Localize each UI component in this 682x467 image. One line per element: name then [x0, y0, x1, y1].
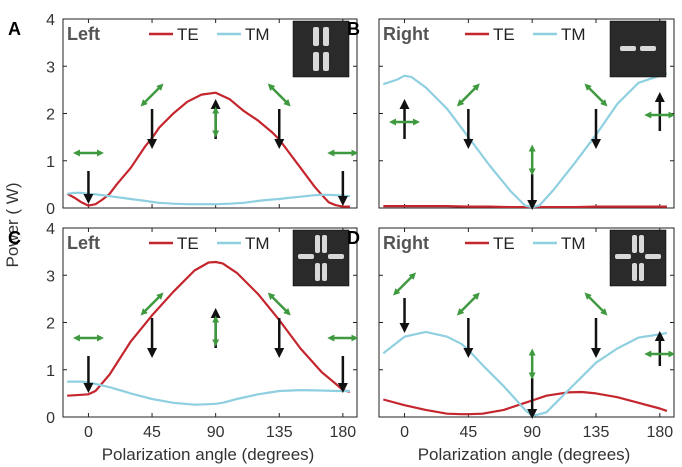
- nanobar: [323, 27, 329, 46]
- y-tick-label: 4: [46, 12, 55, 29]
- inset-background: [609, 20, 667, 78]
- y-tick-label: 1: [46, 154, 55, 171]
- nanobar: [328, 254, 344, 259]
- x-tick-label: 45: [143, 424, 161, 441]
- series-line-tm: [67, 380, 350, 406]
- x-tick-label: 135: [266, 424, 293, 441]
- legend-label-te: TE: [177, 234, 199, 253]
- nanobar: [298, 254, 314, 259]
- nanobar: [323, 52, 329, 71]
- x-axis-label-right: Polarization angle (degrees): [418, 445, 631, 464]
- inset-image: [292, 229, 350, 287]
- panel-side-label: Left: [67, 24, 100, 44]
- polarization-arrow-icon: [456, 83, 480, 107]
- x-tick-label: 180: [330, 424, 357, 441]
- series-line-te: [383, 390, 668, 416]
- nanobar: [315, 235, 320, 253]
- polarization-arrow-icon: [267, 292, 291, 316]
- panel-letter: C: [8, 228, 21, 248]
- series-line-tm: [382, 72, 668, 208]
- x-axis-label-left: Polarization angle (degrees): [102, 445, 315, 464]
- x-tick-label: 90: [207, 424, 225, 441]
- polarization-arrow-icon: [584, 83, 608, 107]
- y-axis-label: Power ( W): [3, 183, 22, 268]
- y-tick-label: 2: [46, 316, 55, 333]
- nanobar: [615, 254, 631, 259]
- polarization-arrow-icon: [584, 292, 608, 316]
- panel-a: 0 1 2 3 4 A Left TE TM: [8, 12, 359, 218]
- x-tick-label: 90: [523, 424, 541, 441]
- nanobar: [322, 235, 327, 253]
- x-tick-label: 0: [400, 424, 409, 441]
- x-tick-label: 0: [84, 424, 93, 441]
- x-tick-label: 45: [459, 424, 477, 441]
- nanobar: [313, 52, 319, 71]
- polarization-arrow-icon: [140, 292, 164, 316]
- panel-side-label: Right: [383, 233, 429, 253]
- series-line-te: [383, 205, 667, 208]
- nanobar: [639, 235, 644, 253]
- legend-label-te: TE: [493, 234, 515, 253]
- nanobar: [632, 263, 637, 281]
- x-tick-label: 135: [583, 424, 610, 441]
- nanobar: [640, 46, 656, 51]
- panel-side-label: Left: [67, 233, 100, 253]
- polarization-arrow-icon: [393, 272, 417, 296]
- legend-label-tm: TM: [245, 25, 270, 44]
- y-tick-label: 0: [46, 410, 55, 427]
- nanobar: [645, 254, 661, 259]
- y-tick-label: 0: [46, 201, 55, 218]
- nanobar: [639, 263, 644, 281]
- panel-c: 0 45 90 135 180 0 1 2 3 4 C Left TE TM: [8, 221, 359, 441]
- inset-background: [292, 20, 350, 78]
- legend-label-tm: TM: [561, 234, 586, 253]
- nanobar: [632, 235, 637, 253]
- series-line-tm: [67, 191, 350, 206]
- legend-label-tm: TM: [245, 234, 270, 253]
- panel-letter: B: [347, 19, 360, 39]
- panel-letter: A: [8, 19, 21, 39]
- y-tick-label: 1: [46, 363, 55, 380]
- legend-label-te: TE: [177, 25, 199, 44]
- inset-image: [609, 229, 667, 287]
- series-line-te: [66, 91, 350, 208]
- y-tick-label: 3: [46, 59, 55, 76]
- y-tick-label: 2: [46, 107, 55, 124]
- inset-image: [609, 20, 667, 78]
- polarization-arrow-icon: [140, 83, 164, 107]
- panel-b: B Right TE TM: [347, 18, 676, 210]
- legend-label-tm: TM: [561, 25, 586, 44]
- nanobar: [322, 263, 327, 281]
- polarization-arrow-icon: [267, 83, 291, 107]
- nanobar: [313, 27, 319, 46]
- panel-d: 0 45 90 135 180 D Right TE TM: [347, 227, 676, 441]
- nanobar: [620, 46, 636, 51]
- y-tick-label: 4: [46, 221, 55, 238]
- series-line-te: [67, 260, 351, 397]
- panel-letter: D: [347, 228, 360, 248]
- y-tick-label: 3: [46, 268, 55, 285]
- nanobar: [315, 263, 320, 281]
- panel-side-label: Right: [383, 24, 429, 44]
- x-tick-label: 180: [646, 424, 673, 441]
- polarization-arrow-icon: [456, 292, 480, 316]
- legend-label-te: TE: [493, 25, 515, 44]
- inset-image: [292, 20, 350, 78]
